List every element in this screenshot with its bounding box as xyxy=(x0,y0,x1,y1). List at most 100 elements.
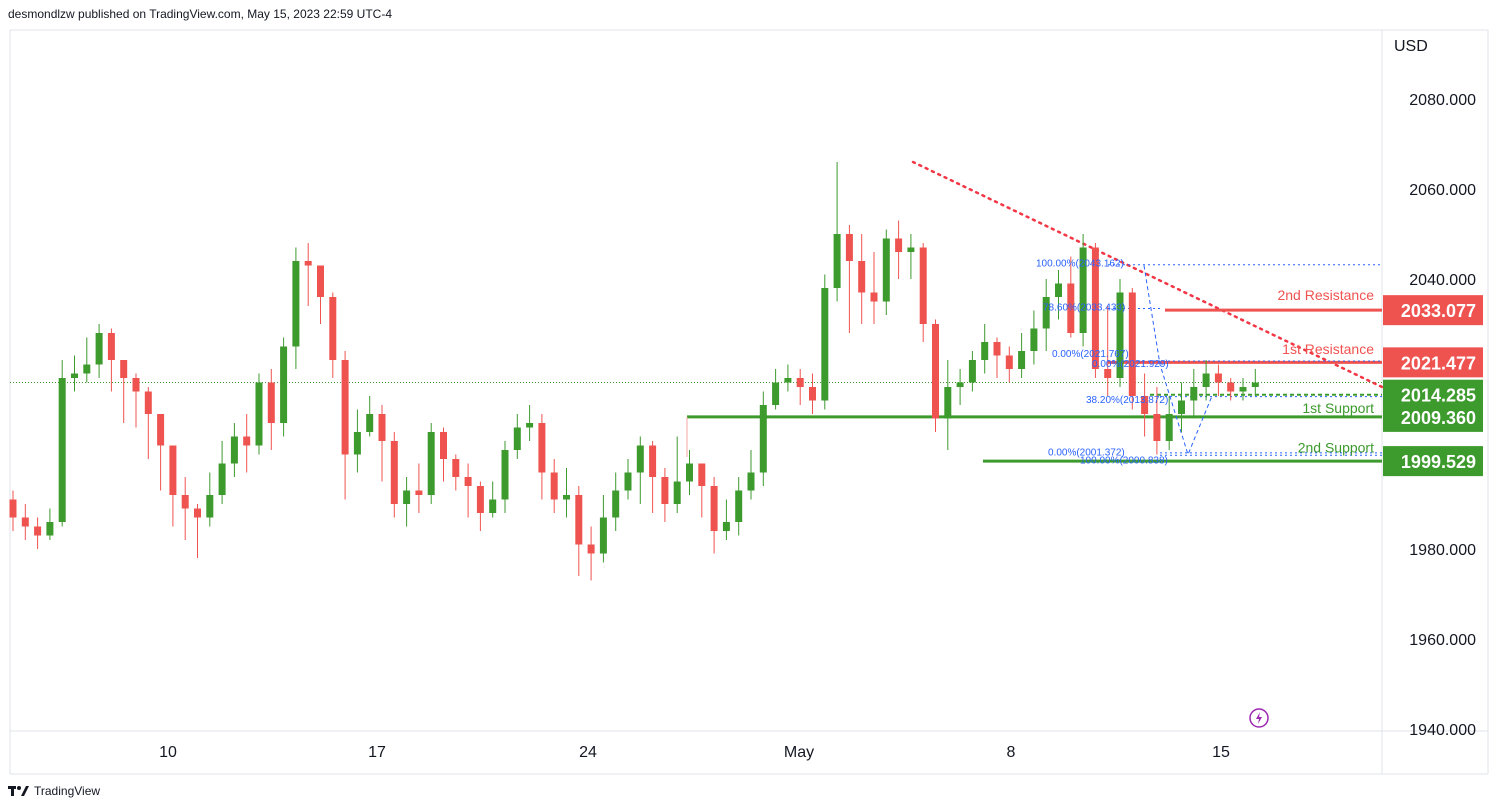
candle[interactable] xyxy=(1030,310,1038,365)
candle[interactable] xyxy=(46,508,54,541)
candle[interactable] xyxy=(956,369,964,405)
candle[interactable] xyxy=(58,360,66,527)
candle[interactable] xyxy=(1128,288,1136,410)
candle[interactable] xyxy=(464,463,472,518)
candle[interactable] xyxy=(71,355,78,392)
candle[interactable] xyxy=(636,436,644,505)
candle[interactable] xyxy=(526,405,534,441)
candle[interactable] xyxy=(1178,382,1185,433)
candle[interactable] xyxy=(476,481,484,532)
candle[interactable] xyxy=(1165,396,1173,450)
candle[interactable] xyxy=(895,220,903,280)
candle[interactable] xyxy=(1005,346,1013,383)
candle[interactable] xyxy=(698,463,706,518)
candle[interactable] xyxy=(440,427,447,482)
candle[interactable] xyxy=(230,423,238,477)
candle[interactable] xyxy=(1251,369,1259,396)
candle[interactable] xyxy=(267,369,275,450)
candle[interactable] xyxy=(612,472,620,532)
candle[interactable] xyxy=(341,351,349,500)
candle[interactable] xyxy=(809,373,816,415)
candle[interactable] xyxy=(1190,369,1198,419)
candle[interactable] xyxy=(686,450,693,495)
descending-trendline[interactable] xyxy=(911,160,1384,389)
candle[interactable] xyxy=(1067,256,1075,338)
candle[interactable] xyxy=(661,468,669,522)
candle[interactable] xyxy=(858,234,866,324)
replay-bolt-icon[interactable] xyxy=(1249,708,1269,728)
candle[interactable] xyxy=(169,445,177,527)
candle[interactable] xyxy=(1104,306,1112,396)
candle[interactable] xyxy=(919,243,927,342)
candle[interactable] xyxy=(280,337,288,437)
candle[interactable] xyxy=(132,373,140,428)
candle[interactable] xyxy=(1202,360,1210,401)
candle[interactable] xyxy=(563,468,570,518)
candle[interactable] xyxy=(599,495,607,563)
candle[interactable] xyxy=(329,292,337,379)
candle[interactable] xyxy=(403,477,411,527)
candle[interactable] xyxy=(1116,279,1124,387)
candle[interactable] xyxy=(292,247,300,370)
candle[interactable] xyxy=(1042,279,1050,351)
candle[interactable] xyxy=(107,328,115,392)
candle[interactable] xyxy=(1055,270,1062,320)
candle[interactable] xyxy=(9,490,17,532)
candle[interactable] xyxy=(317,265,324,325)
candle[interactable] xyxy=(673,436,681,514)
candle[interactable] xyxy=(1018,333,1026,378)
candle[interactable] xyxy=(304,243,312,306)
candle[interactable] xyxy=(157,414,165,491)
candle[interactable] xyxy=(218,441,226,504)
candle[interactable] xyxy=(587,526,595,581)
candle[interactable] xyxy=(821,274,829,410)
candle[interactable] xyxy=(1153,387,1161,455)
candle[interactable] xyxy=(194,504,201,558)
candle[interactable] xyxy=(784,364,792,392)
candle[interactable] xyxy=(353,409,361,473)
candle[interactable] xyxy=(1091,243,1099,378)
candle[interactable] xyxy=(1239,378,1247,401)
candle[interactable] xyxy=(747,450,755,500)
candle[interactable] xyxy=(993,337,1001,379)
candle[interactable] xyxy=(882,229,890,316)
candle[interactable] xyxy=(1079,234,1087,347)
candle[interactable] xyxy=(1227,378,1235,401)
candle[interactable] xyxy=(845,225,853,333)
candle[interactable] xyxy=(83,337,91,383)
candle[interactable] xyxy=(907,234,915,279)
candle[interactable] xyxy=(932,319,939,433)
candle[interactable] xyxy=(21,504,29,540)
candle[interactable] xyxy=(366,396,374,437)
candle[interactable] xyxy=(390,432,398,518)
candle[interactable] xyxy=(538,414,546,500)
candle[interactable] xyxy=(833,162,841,302)
candle[interactable] xyxy=(944,360,952,450)
candle[interactable] xyxy=(624,459,632,500)
candle[interactable] xyxy=(144,387,152,459)
candle[interactable] xyxy=(870,252,878,324)
candle[interactable] xyxy=(722,499,730,541)
candle[interactable] xyxy=(501,441,509,513)
candle[interactable] xyxy=(710,477,718,554)
candle[interactable] xyxy=(181,477,189,540)
candle[interactable] xyxy=(427,423,435,504)
candle[interactable] xyxy=(735,477,743,536)
candle[interactable] xyxy=(378,405,386,482)
candle[interactable] xyxy=(796,369,804,405)
candle[interactable] xyxy=(649,441,657,513)
candle[interactable] xyxy=(759,391,767,487)
candle[interactable] xyxy=(34,517,42,550)
candle[interactable] xyxy=(575,486,583,576)
candle[interactable] xyxy=(1141,373,1149,437)
candle[interactable] xyxy=(981,324,989,374)
candle[interactable] xyxy=(1214,364,1222,397)
candle[interactable] xyxy=(255,373,263,455)
candle[interactable] xyxy=(513,414,521,459)
candle[interactable] xyxy=(415,463,423,514)
candle[interactable] xyxy=(772,369,780,410)
candle[interactable] xyxy=(120,360,128,423)
candle[interactable] xyxy=(968,351,976,392)
candle[interactable] xyxy=(243,414,251,473)
candle[interactable] xyxy=(206,472,214,527)
